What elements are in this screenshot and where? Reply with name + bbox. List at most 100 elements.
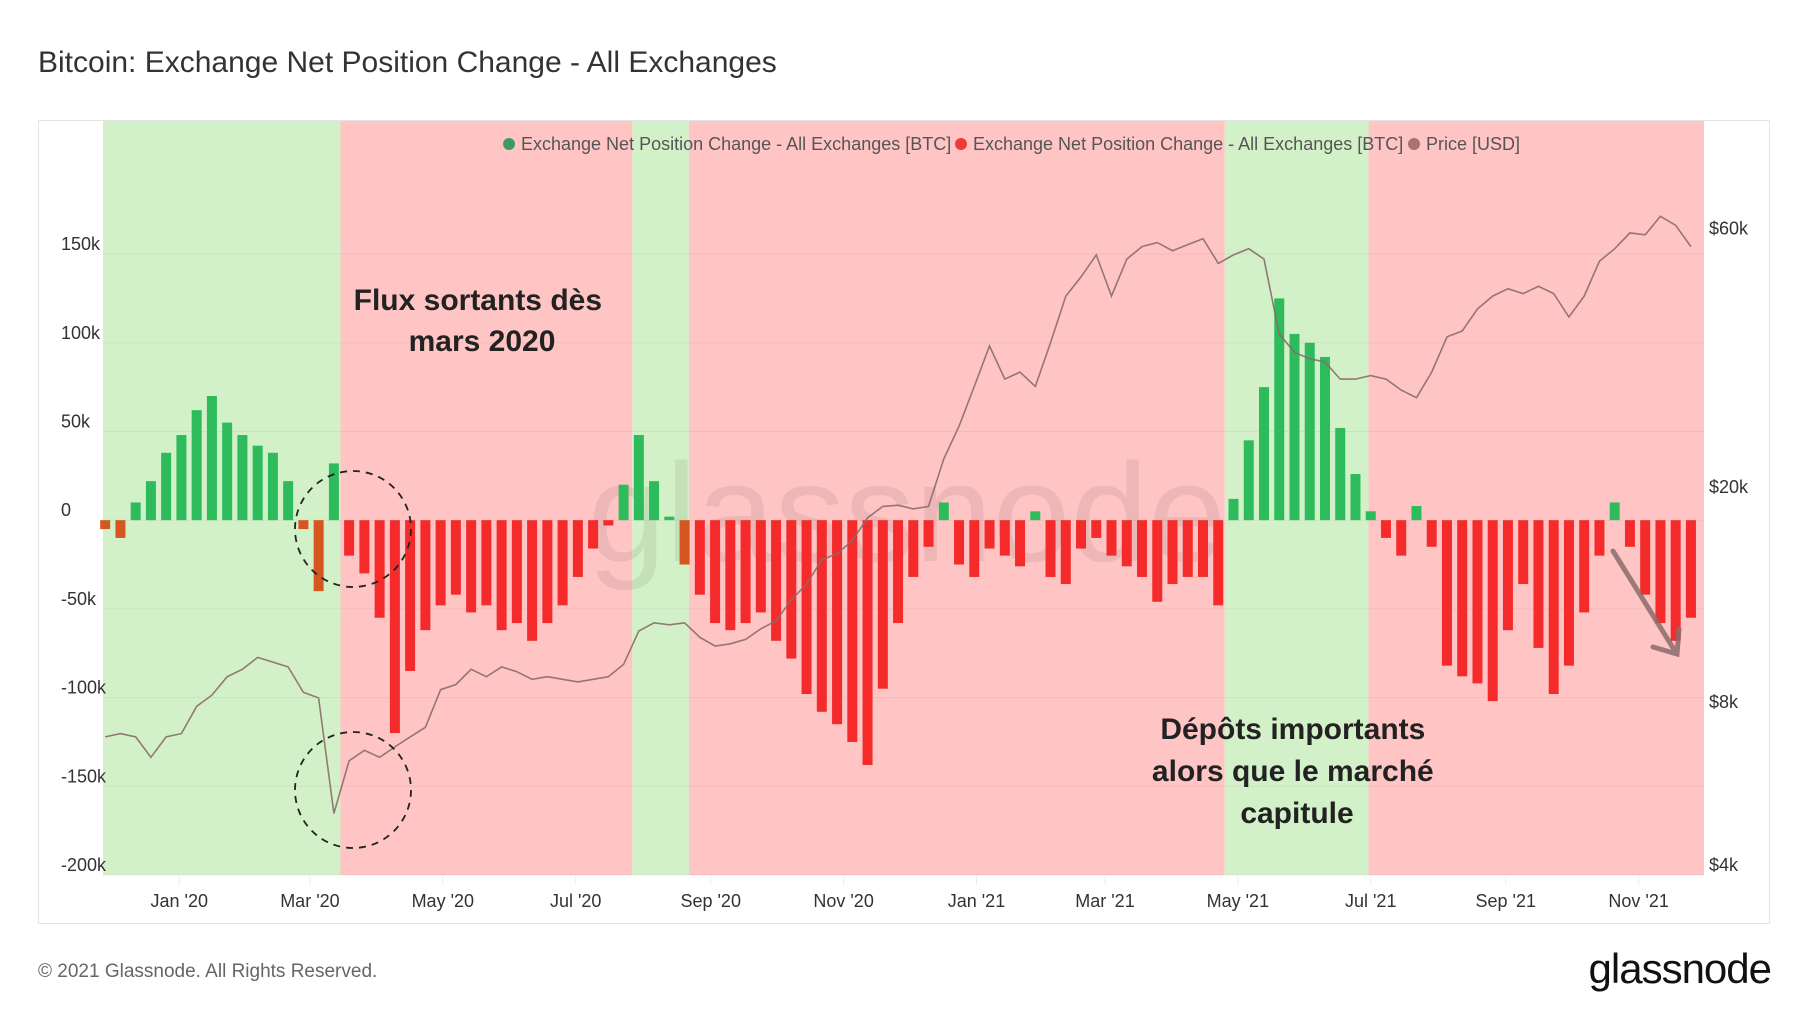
net-position-bar xyxy=(1319,356,1330,521)
net-position-bar xyxy=(1685,520,1696,618)
net-position-bar xyxy=(1213,520,1224,606)
net-position-bar xyxy=(359,520,370,574)
signal-band-green xyxy=(103,121,341,875)
legend-label: Price [USD] xyxy=(1426,134,1520,154)
y-right-tick-label: $8k xyxy=(1709,692,1739,712)
net-position-bar xyxy=(237,435,248,521)
net-position-bar xyxy=(405,520,416,671)
signal-band-red xyxy=(340,121,633,875)
net-position-bar xyxy=(618,484,629,521)
net-position-bar xyxy=(1258,387,1269,521)
net-position-bar xyxy=(1137,520,1148,577)
net-position-bar xyxy=(954,520,965,565)
net-position-bar xyxy=(725,520,736,631)
net-position-bar xyxy=(1182,520,1193,577)
annotation-deposits: Dépôts importants alors que le marché ca… xyxy=(1152,713,1442,830)
y-right-tick-label: $4k xyxy=(1709,855,1739,875)
net-position-bar xyxy=(694,520,705,595)
x-tick-label: Jan '21 xyxy=(948,891,1005,911)
net-position-bar xyxy=(527,520,538,641)
copyright: © 2021 Glassnode. All Rights Reserved. xyxy=(38,961,378,982)
net-position-bar xyxy=(1502,520,1513,631)
net-position-bar xyxy=(1563,520,1574,666)
x-tick-label: Sep '21 xyxy=(1476,891,1537,911)
net-position-bar xyxy=(1335,427,1346,521)
net-position-bar xyxy=(1518,520,1529,585)
net-position-bar xyxy=(771,520,782,641)
annotation-outflows: Flux sortants dès mars 2020 xyxy=(354,284,611,358)
net-position-bar xyxy=(893,520,904,624)
net-position-bar xyxy=(1640,520,1651,595)
net-position-bar xyxy=(130,502,141,521)
net-position-bar xyxy=(557,520,568,606)
x-tick-label: Mar '20 xyxy=(280,891,339,911)
x-tick-label: Nov '21 xyxy=(1608,891,1668,911)
net-position-bar xyxy=(588,520,599,549)
y-left-tick-label: 0 xyxy=(61,500,71,520)
net-position-bar xyxy=(801,520,812,695)
net-position-bar xyxy=(1076,520,1087,549)
net-position-bar xyxy=(999,520,1010,556)
signal-band-red xyxy=(688,121,1225,875)
net-position-bar xyxy=(1274,298,1285,521)
net-position-bar xyxy=(1380,520,1391,538)
net-position-bar xyxy=(328,463,339,521)
net-position-bar xyxy=(1472,520,1483,684)
legend-dot-icon xyxy=(1408,138,1420,150)
net-position-bar xyxy=(1487,520,1498,702)
net-position-bar xyxy=(252,445,263,521)
y-left-tick-label: -150k xyxy=(61,766,107,786)
net-position-bar xyxy=(267,452,278,521)
net-position-bar xyxy=(1350,474,1361,521)
chart-svg: glassnode 150k 100k 50k 0 -50k -100k -150k -200… xyxy=(61,121,1749,911)
net-position-bar xyxy=(877,520,888,689)
x-tick-label: Sep '20 xyxy=(680,891,741,911)
y-left-tick-label: -100k xyxy=(61,678,107,698)
net-position-bar xyxy=(1030,511,1041,521)
net-position-bar xyxy=(1441,520,1452,666)
net-position-bar xyxy=(1121,520,1132,567)
net-position-bar xyxy=(847,520,858,742)
net-position-bar xyxy=(191,410,202,521)
y-left-tick-label: 100k xyxy=(61,323,101,343)
net-position-bar xyxy=(298,520,309,530)
net-position-bar xyxy=(1609,502,1620,521)
net-position-bar xyxy=(161,452,172,521)
net-position-bar xyxy=(1533,520,1544,648)
net-position-bar xyxy=(1060,520,1071,585)
net-position-bar xyxy=(313,520,324,592)
x-tick-label: Jan '20 xyxy=(150,891,207,911)
net-position-bar xyxy=(481,520,492,606)
net-position-bar xyxy=(115,520,126,538)
net-position-bar xyxy=(969,520,980,577)
x-tick-label: May '21 xyxy=(1207,891,1269,911)
y-right-tick-label: $20k xyxy=(1709,477,1749,497)
net-position-bar xyxy=(1365,511,1376,521)
net-position-bar xyxy=(710,520,721,624)
legend-label: Exchange Net Position Change - All Excha… xyxy=(521,134,951,154)
net-position-bar xyxy=(1594,520,1605,556)
net-position-bar xyxy=(572,520,583,577)
glassnode-logo: glassnode xyxy=(1588,945,1772,992)
legend: Exchange Net Position Change - All Excha… xyxy=(503,134,1520,154)
net-position-bar xyxy=(1411,505,1422,521)
net-position-bar xyxy=(511,520,522,624)
net-position-bar xyxy=(466,520,477,613)
legend-label: Exchange Net Position Change - All Excha… xyxy=(973,134,1403,154)
y-left-tick-label: 50k xyxy=(61,411,91,431)
net-position-bar xyxy=(1152,520,1163,602)
price-line xyxy=(105,215,1692,814)
net-position-bar xyxy=(1304,342,1315,521)
net-position-bar xyxy=(176,435,187,521)
left-axis: 150k 100k 50k 0 -50k -100k -150k -200k xyxy=(61,234,107,875)
net-position-bar xyxy=(496,520,507,631)
x-tick-label: Nov '20 xyxy=(813,891,873,911)
net-position-bar xyxy=(1198,520,1209,577)
grid-lines xyxy=(103,253,1704,876)
x-tick-label: Mar '21 xyxy=(1075,891,1134,911)
net-position-bar xyxy=(740,520,751,624)
net-position-bar xyxy=(450,520,461,595)
signal-band-red xyxy=(1368,121,1704,875)
y-left-tick-label: -200k xyxy=(61,855,107,875)
net-position-bar xyxy=(206,395,217,521)
